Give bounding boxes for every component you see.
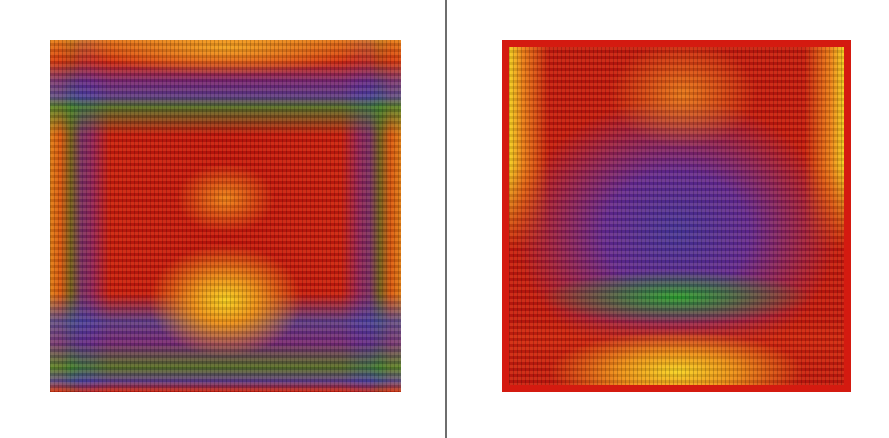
stitch-texture [509, 47, 844, 385]
bottom-glow [509, 47, 844, 385]
divider [445, 0, 447, 438]
artwork-field [509, 47, 844, 385]
stitch-texture [50, 40, 401, 392]
right-artwork [502, 40, 851, 392]
left-artwork [50, 40, 401, 392]
bottom-glow [50, 40, 401, 392]
